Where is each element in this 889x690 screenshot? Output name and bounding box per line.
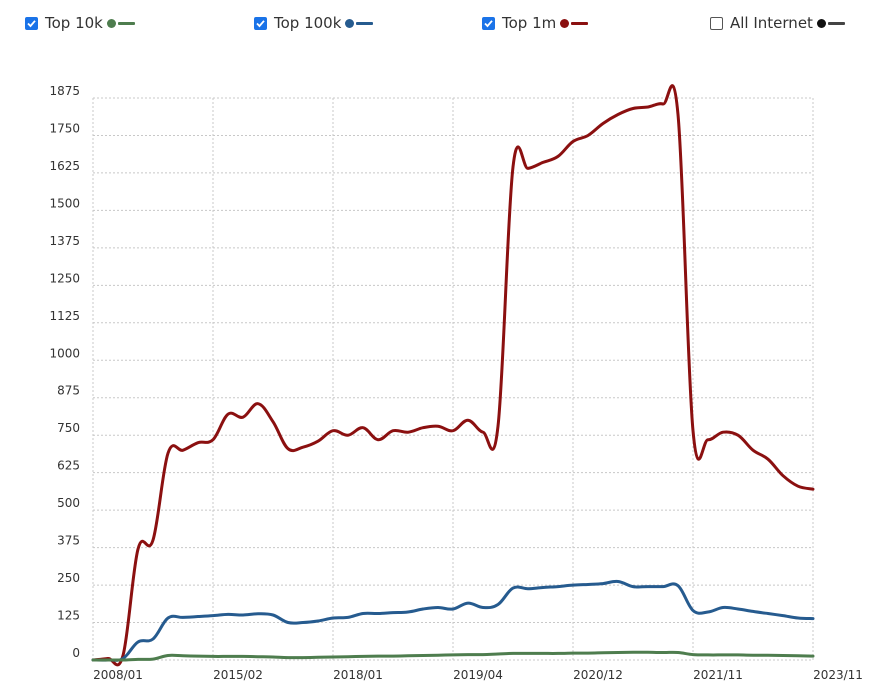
chart-series [91, 84, 815, 667]
x-axis: 2008/01 2015/02 2018/01 2019/04 2020/12 2021/… [93, 668, 863, 682]
legend-label-all-internet: All Internet [730, 14, 813, 32]
legend-swatch-all-internet [816, 18, 845, 28]
y-tick-label: 1000 [49, 346, 80, 360]
y-tick-label: 1500 [49, 196, 80, 210]
y-tick-label: 875 [57, 384, 80, 398]
legend-swatch-top-10k [106, 18, 135, 28]
x-tick-label: 2015/02 [213, 668, 263, 682]
x-tick-label: 2021/11 [693, 668, 743, 682]
x-tick-label: 2023/11 [813, 668, 863, 682]
x-tick-label: 2019/04 [453, 668, 503, 682]
y-tick-label: 250 [57, 571, 80, 585]
legend-item-all-internet[interactable]: All Internet [710, 14, 845, 32]
y-tick-label: 625 [57, 459, 80, 473]
y-tick-label: 125 [57, 609, 80, 623]
checkbox-all-internet[interactable] [710, 16, 723, 30]
legend-label-top-100k: Top 100k [274, 14, 342, 32]
x-tick-label: 2018/01 [333, 668, 383, 682]
y-tick-label: 375 [57, 534, 80, 548]
y-tick-label: 0 [72, 646, 80, 660]
series-line-top-1m [91, 84, 815, 667]
series-line-top-10k [91, 650, 815, 662]
y-axis: 0 125 250 375 500 625 750 875 1000 1125 1250 1375 15… [49, 84, 80, 660]
checkmark-icon [27, 19, 36, 27]
y-tick-label: 1375 [49, 234, 80, 248]
legend-item-top-1m[interactable]: Top 1m [482, 14, 589, 32]
x-tick-label: 2020/12 [573, 668, 623, 682]
y-tick-label: 1875 [49, 84, 80, 98]
y-tick-label: 1750 [49, 121, 80, 135]
legend-label-top-10k: Top 10k [45, 14, 103, 32]
y-tick-label: 1250 [49, 271, 80, 285]
legend-swatch-top-100k [345, 18, 374, 28]
chart-grid [92, 97, 814, 661]
legend-label-top-1m: Top 1m [502, 14, 557, 32]
chart-legend: Top 10k Top 100k Top 1m All Internet [0, 14, 889, 42]
checkmark-icon [256, 19, 265, 27]
y-tick-label: 750 [57, 421, 80, 435]
checkbox-top-1m[interactable] [482, 16, 495, 30]
checkbox-top-10k[interactable] [25, 16, 38, 30]
y-tick-label: 1125 [49, 309, 80, 323]
legend-item-top-10k[interactable]: Top 10k [25, 14, 135, 32]
y-tick-label: 500 [57, 496, 80, 510]
legend-swatch-top-1m [560, 18, 589, 28]
checkmark-icon [484, 19, 493, 27]
y-tick-label: 1625 [49, 159, 80, 173]
legend-item-top-100k[interactable]: Top 100k [254, 14, 374, 32]
x-tick-label: 2008/01 [93, 668, 143, 682]
series-line-top-100k [91, 579, 815, 662]
checkbox-top-100k[interactable] [254, 16, 267, 30]
